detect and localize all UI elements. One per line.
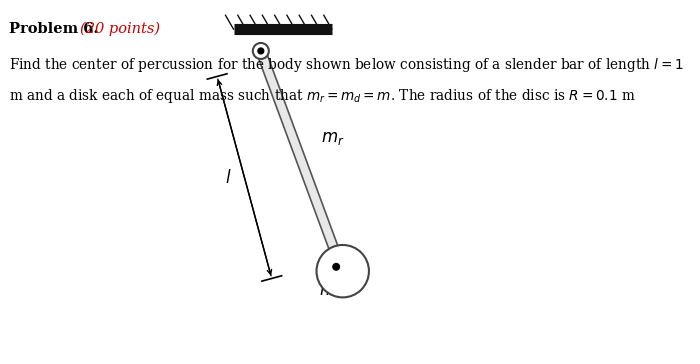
- Circle shape: [253, 43, 269, 59]
- Circle shape: [316, 245, 369, 297]
- Text: Find the center of percussion for the body shown below consisting of a slender b: Find the center of percussion for the bo…: [9, 56, 684, 74]
- Circle shape: [333, 264, 340, 270]
- Text: $l$: $l$: [225, 169, 231, 187]
- Text: $m_d$: $m_d$: [319, 283, 344, 300]
- Circle shape: [258, 48, 264, 54]
- Text: m and a disk each of equal mass such that $m_r = m_d = m$. The radius of the dis: m and a disk each of equal mass such tha…: [9, 87, 636, 105]
- Text: Problem 6.: Problem 6.: [9, 22, 99, 36]
- Polygon shape: [256, 49, 340, 255]
- Text: (20 points): (20 points): [80, 22, 160, 36]
- Text: $m_r$: $m_r$: [321, 130, 344, 147]
- Text: $R$: $R$: [352, 261, 363, 277]
